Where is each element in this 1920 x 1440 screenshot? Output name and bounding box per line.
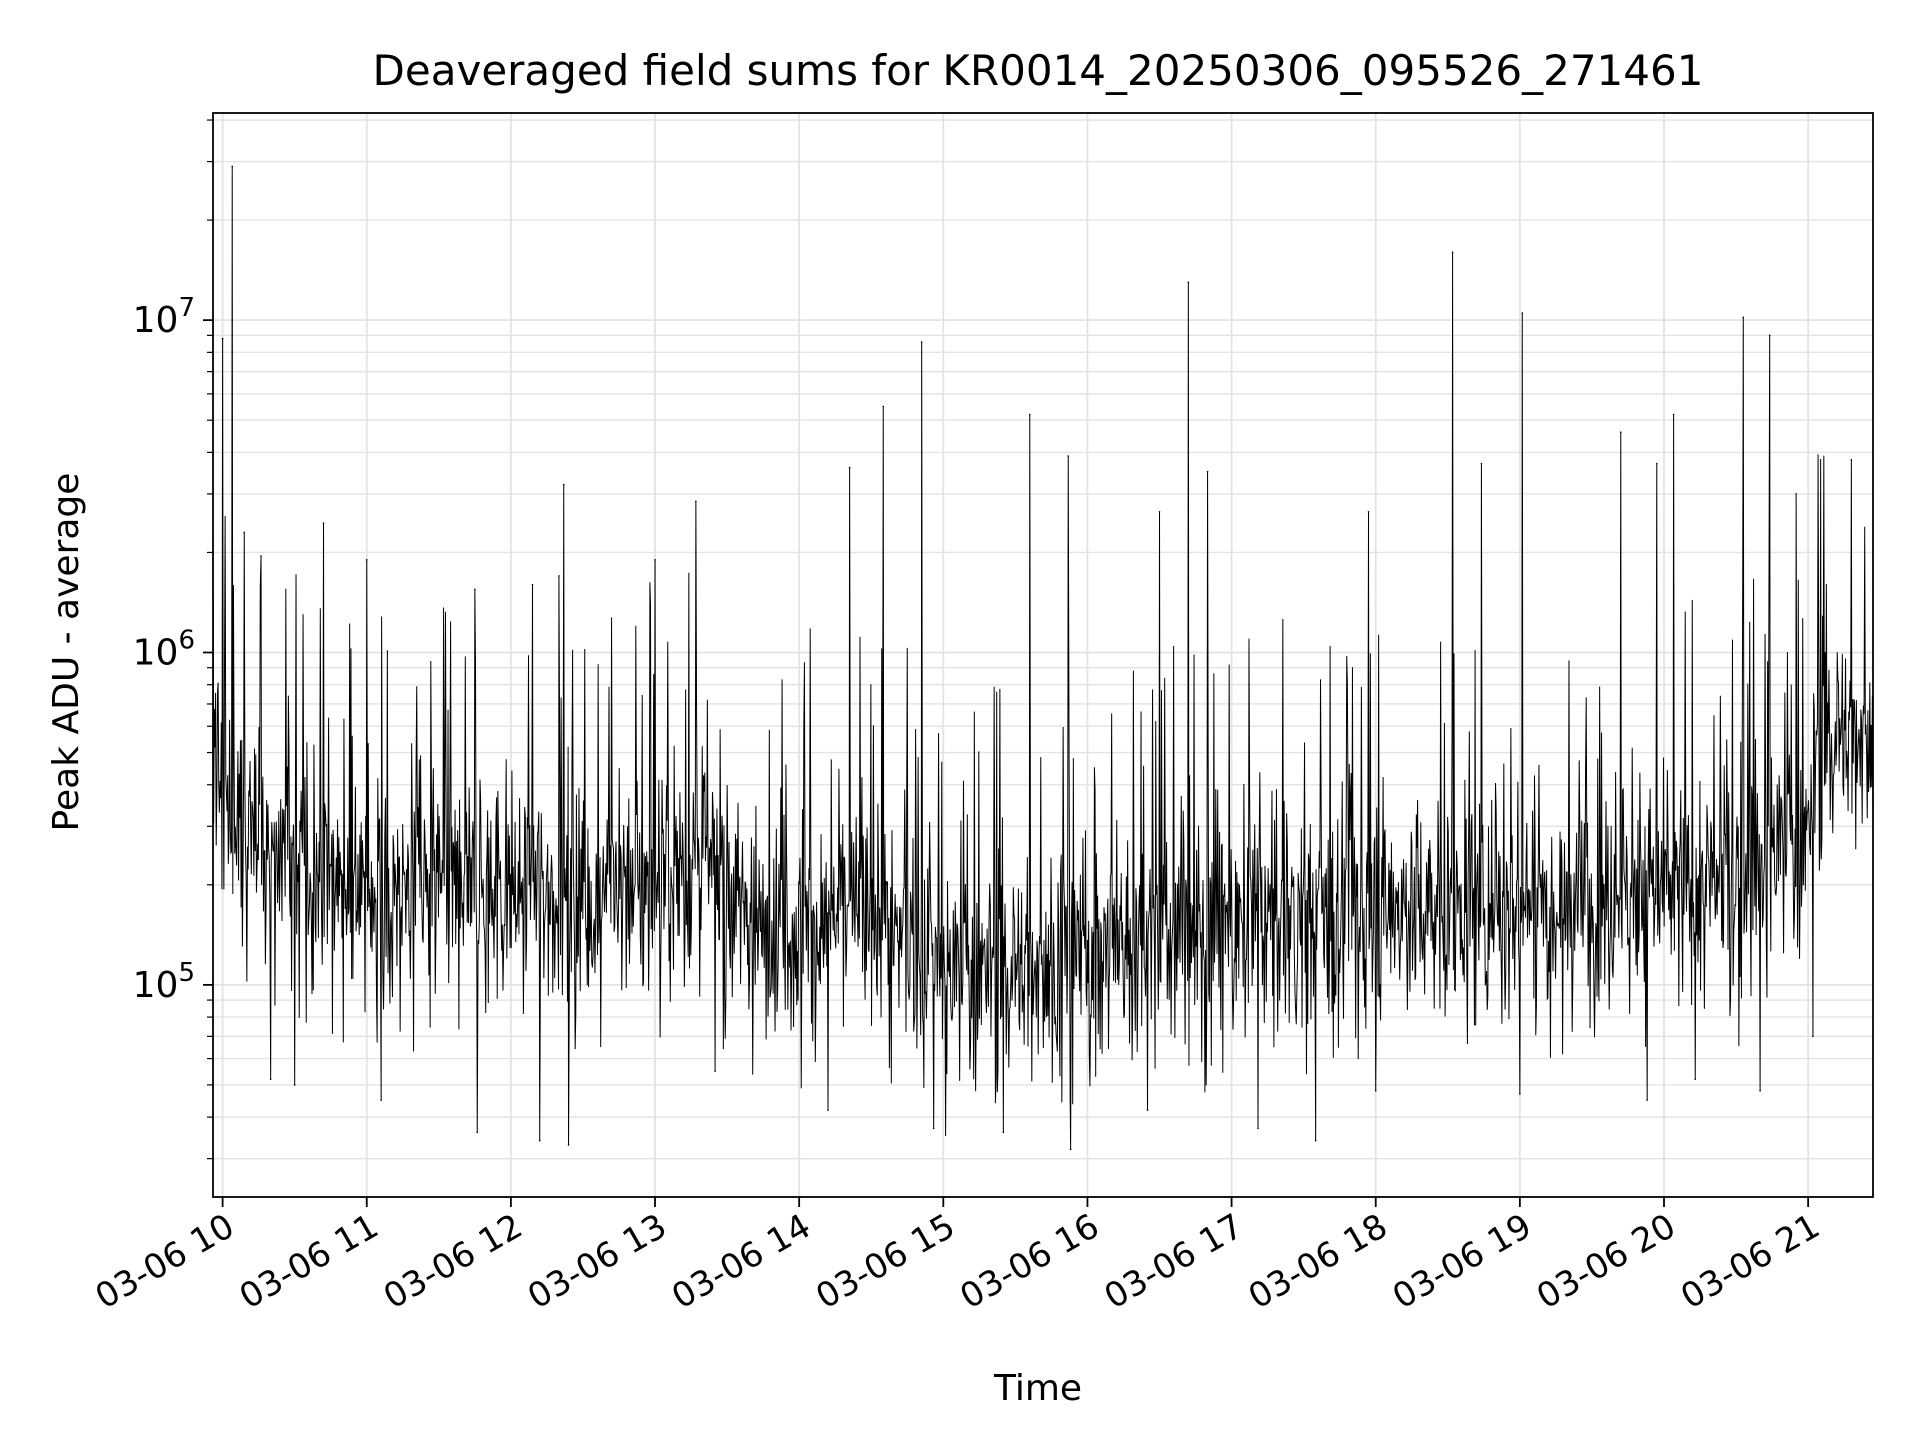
spike-point (558, 575, 560, 577)
y-tick-label: 107 (133, 293, 195, 341)
spike-point (695, 500, 697, 503)
y-tick-exponent: 5 (178, 958, 195, 988)
dip-point (1146, 1109, 1149, 1111)
spike-point (654, 559, 656, 561)
spike-point (365, 559, 368, 561)
dip-point (1002, 1131, 1005, 1134)
spike-point (221, 337, 224, 340)
dip-point (1374, 1090, 1377, 1092)
spike-point (1480, 462, 1483, 465)
dip-point (1314, 1139, 1317, 1142)
dip-point (567, 1144, 570, 1146)
spike-point (1672, 413, 1675, 416)
y-tick-base: 10 (133, 300, 179, 341)
spike-point (1206, 470, 1209, 473)
dip-point (293, 1084, 296, 1086)
y-tick-base: 10 (133, 633, 179, 674)
y-axis-label: Peak ADU - average (46, 473, 87, 832)
dip-point (476, 1131, 479, 1134)
series-line (212, 166, 1874, 1150)
spike-point (920, 341, 923, 343)
spike-point (1768, 334, 1771, 337)
dip-point (1257, 1127, 1259, 1130)
dip-point (380, 1099, 382, 1101)
dip-point (1759, 1090, 1761, 1092)
dip-point (932, 1127, 935, 1130)
spike-point (562, 483, 565, 486)
dip-point (1519, 1093, 1521, 1095)
y-tick-base: 10 (133, 965, 179, 1006)
dip-point (269, 1078, 272, 1081)
dip-point (714, 1070, 716, 1072)
spike-point (260, 555, 262, 557)
dip-point (1694, 1078, 1697, 1081)
spike-point (1619, 431, 1622, 434)
spike-point (1795, 493, 1797, 495)
y-tick-label: 106 (133, 626, 195, 674)
spike-point (1158, 511, 1161, 513)
spike-point (1451, 251, 1454, 254)
spike-point (1367, 511, 1370, 513)
spike-point (882, 405, 885, 408)
spike-point (1655, 462, 1658, 465)
spike-point (531, 583, 534, 586)
spike-point (1850, 459, 1853, 461)
spike-point (243, 531, 246, 534)
dip-point (538, 1139, 541, 1142)
spike-point (322, 522, 325, 524)
series (212, 165, 1874, 1151)
spike-point (1187, 281, 1190, 284)
dip-point (1069, 1148, 1072, 1151)
y-tick-exponent: 7 (178, 293, 195, 323)
x-axis-label: Time (993, 1368, 1082, 1409)
axes-frame (212, 112, 1874, 1198)
spike-point (1067, 455, 1070, 457)
y-tick-exponent: 6 (178, 626, 195, 656)
dip-point (827, 1109, 829, 1111)
chart-title: Deaveraged field sums for KR0014_2025030… (373, 46, 1704, 95)
spike-point (474, 588, 476, 591)
dip-point (1812, 1035, 1814, 1038)
spike-point (1028, 413, 1031, 416)
spike-point (231, 165, 234, 168)
dip-point (1646, 1099, 1648, 1101)
spike-point (848, 466, 851, 469)
spike-point (1742, 316, 1745, 319)
y-tick-label: 105 (133, 958, 195, 1006)
spike-point (1521, 312, 1524, 314)
